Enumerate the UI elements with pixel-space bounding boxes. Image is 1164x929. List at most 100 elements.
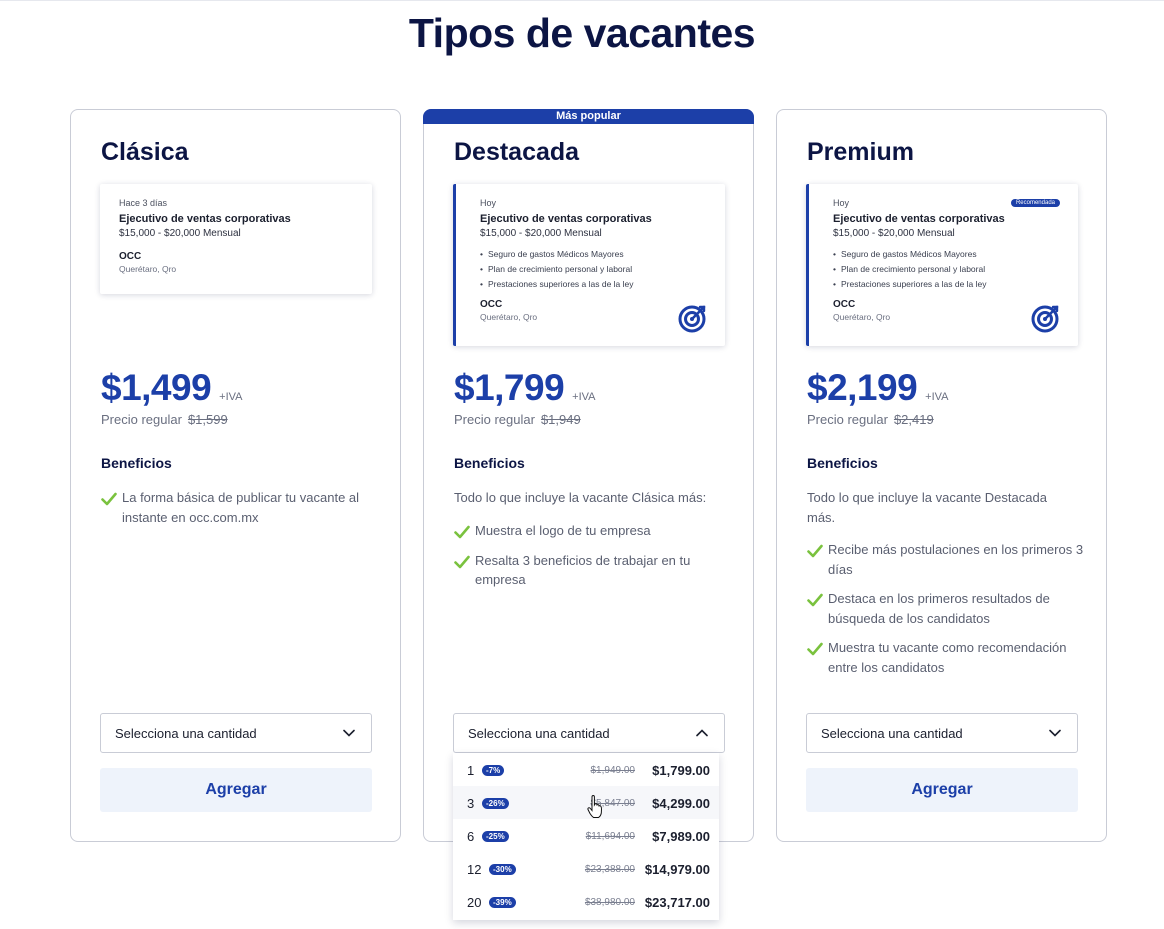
chevron-down-icon bbox=[1049, 729, 1061, 737]
hand-pointer-icon bbox=[587, 795, 603, 818]
check-icon bbox=[101, 492, 117, 506]
regular-price-value: $1,599 bbox=[187, 412, 228, 427]
preview-location: Querétaro, Qro bbox=[119, 264, 177, 274]
benefit-text: Recibe más postulaciones en los primeros… bbox=[828, 542, 1084, 577]
benefit-text: Resalta 3 beneficios de trabajar en tu e… bbox=[475, 552, 691, 588]
preview-perk: Seguro de gastos Médicos Mayores bbox=[833, 249, 1060, 259]
quantity-dropdown: 1 -7% $1,949.00 $1,799.00 3 -26% $5,847.… bbox=[453, 753, 719, 920]
recommended-badge: Recomendada bbox=[1010, 199, 1060, 207]
preview-job-title: Ejecutivo de ventas corporativas bbox=[480, 213, 652, 225]
preview-location: Querétaro, Qro bbox=[480, 312, 538, 322]
preview-job-title: Ejecutivo de ventas corporativas bbox=[119, 213, 291, 225]
regular-price-value: $2,419 bbox=[893, 412, 934, 427]
option-new-price: $23,717.00 bbox=[644, 895, 710, 910]
quantity-option-6[interactable]: 6 -25% $11,694.00 $7,989.00 bbox=[453, 819, 719, 852]
option-quantity: 3 bbox=[467, 796, 475, 811]
check-icon bbox=[807, 642, 823, 656]
preview-job-title: Ejecutivo de ventas corporativas bbox=[833, 213, 1005, 225]
add-button[interactable]: Agregar bbox=[100, 768, 372, 812]
preview-perk: Prestaciones superiores a las de la ley bbox=[833, 279, 1060, 289]
benefits-list: La forma básica de publicar tu vacante a… bbox=[101, 488, 376, 537]
discount-badge: -7% bbox=[482, 765, 505, 776]
preview-perk: Plan de crecimiento personal y laboral bbox=[480, 264, 707, 274]
option-old-price: $38,980.00 bbox=[584, 897, 635, 908]
check-icon bbox=[454, 555, 470, 568]
regular-label: Precio regular bbox=[101, 412, 182, 427]
plan-price: $2,199 +IVA bbox=[807, 367, 949, 409]
benefits-list: Muestra el logo de tu empresa Resalta 3 … bbox=[454, 521, 716, 600]
option-new-price: $4,299.00 bbox=[652, 796, 710, 811]
option-old-price: $5,847.00 bbox=[590, 798, 636, 809]
benefits-intro: Todo lo que incluye la vacante Clásica m… bbox=[454, 490, 707, 505]
benefit-item: La forma básica de publicar tu vacante a… bbox=[101, 488, 376, 527]
plan-title: Premium bbox=[807, 138, 914, 166]
job-preview: Hoy Recomendada Ejecutivo de ventas corp… bbox=[806, 184, 1078, 346]
quantity-option-3[interactable]: 3 -26% $5,847.00 $4,299.00 bbox=[453, 786, 719, 819]
price-value: $2,199 bbox=[807, 367, 918, 408]
preview-perk: Plan de crecimiento personal y laboral bbox=[833, 264, 1060, 274]
iva-label: +IVA bbox=[572, 391, 596, 403]
plan-title: Clásica bbox=[101, 138, 189, 166]
quantity-select[interactable]: Selecciona una cantidad bbox=[806, 713, 1078, 753]
benefit-item: Muestra el logo de tu empresa bbox=[454, 521, 716, 541]
price-value: $1,799 bbox=[454, 367, 565, 408]
plan-card-destacada: Más popular Destacada Hoy Ejecutivo de v… bbox=[423, 109, 754, 842]
option-old-price: $11,694.00 bbox=[585, 831, 635, 842]
benefit-item: Destaca en los primeros resultados de bú… bbox=[807, 589, 1087, 628]
preview-company: OCC bbox=[119, 251, 142, 262]
job-preview: Hace 3 días Ejecutivo de ventas corporat… bbox=[100, 184, 372, 294]
option-old-price: $1,949.00 bbox=[590, 765, 636, 776]
benefits-intro: Todo lo que incluye la vacante Destacada… bbox=[807, 490, 1047, 525]
benefit-item: Recibe más postulaciones en los primeros… bbox=[807, 540, 1087, 579]
regular-label: Precio regular bbox=[807, 412, 888, 427]
regular-label: Precio regular bbox=[454, 412, 535, 427]
add-button[interactable]: Agregar bbox=[806, 768, 1078, 812]
plan-price: $1,499 +IVA bbox=[101, 367, 243, 409]
check-icon bbox=[454, 525, 470, 539]
preview-salary: $15,000 - $20,000 Mensual bbox=[833, 228, 955, 239]
preview-perks: Seguro de gastos Médicos Mayores Plan de… bbox=[480, 249, 707, 289]
discount-badge: -39% bbox=[489, 897, 516, 908]
regular-price: Precio regular $2,419 bbox=[807, 412, 934, 427]
preview-perk: Seguro de gastos Médicos Mayores bbox=[480, 249, 707, 259]
preview-perk: Prestaciones superiores a las de la ley bbox=[480, 279, 707, 289]
target-icon bbox=[1031, 305, 1059, 333]
quantity-option-1[interactable]: 1 -7% $1,949.00 $1,799.00 bbox=[453, 753, 719, 786]
chevron-down-icon bbox=[343, 729, 355, 737]
regular-price-value: $1,949 bbox=[540, 412, 581, 427]
plan-card-premium: Premium Hoy Recomendada Ejecutivo de ven… bbox=[776, 109, 1107, 842]
option-new-price: $14,979.00 bbox=[644, 862, 710, 877]
quantity-option-20[interactable]: 20 -39% $38,980.00 $23,717.00 bbox=[453, 885, 719, 918]
quantity-select[interactable]: Selecciona una cantidad bbox=[100, 713, 372, 753]
preview-company: OCC bbox=[480, 299, 503, 310]
preview-salary: $15,000 - $20,000 Mensual bbox=[119, 228, 241, 239]
benefit-text: Muestra el logo de tu empresa bbox=[475, 523, 651, 538]
benefits-title: Beneficios bbox=[454, 455, 525, 471]
quantity-select[interactable]: Selecciona una cantidad bbox=[453, 713, 725, 753]
benefit-item: Muestra tu vacante como recomendación en… bbox=[807, 638, 1087, 677]
option-new-price: $7,989.00 bbox=[652, 829, 710, 844]
plan-card-clasica: Clásica Hace 3 días Ejecutivo de ventas … bbox=[70, 109, 401, 842]
page-title: Tipos de vacantes bbox=[408, 10, 756, 56]
preview-location: Querétaro, Qro bbox=[833, 312, 891, 322]
preview-salary: $15,000 - $20,000 Mensual bbox=[480, 228, 602, 239]
benefits-title: Beneficios bbox=[101, 455, 172, 471]
preview-company: OCC bbox=[833, 299, 856, 310]
iva-label: +IVA bbox=[219, 391, 243, 403]
target-icon bbox=[678, 305, 706, 333]
popular-badge: Más popular bbox=[423, 109, 754, 124]
price-value: $1,499 bbox=[101, 367, 212, 408]
option-quantity: 12 bbox=[467, 862, 482, 877]
benefit-text: Muestra tu vacante como recomendación en… bbox=[828, 640, 1067, 675]
regular-price: Precio regular $1,949 bbox=[454, 412, 581, 427]
plan-price: $1,799 +IVA bbox=[454, 367, 596, 409]
preview-date: Hoy bbox=[480, 198, 497, 208]
preview-date: Hace 3 días bbox=[119, 198, 168, 208]
option-quantity: 1 bbox=[467, 763, 475, 778]
quantity-option-12[interactable]: 12 -30% $23,388.00 $14,979.00 bbox=[453, 852, 719, 885]
discount-badge: -26% bbox=[482, 798, 509, 809]
benefit-item: Resalta 3 beneficios de trabajar en tu e… bbox=[454, 551, 716, 590]
discount-badge: -25% bbox=[482, 831, 509, 842]
top-divider bbox=[0, 0, 1164, 1]
benefits-list: Recibe más postulaciones en los primeros… bbox=[807, 540, 1087, 687]
